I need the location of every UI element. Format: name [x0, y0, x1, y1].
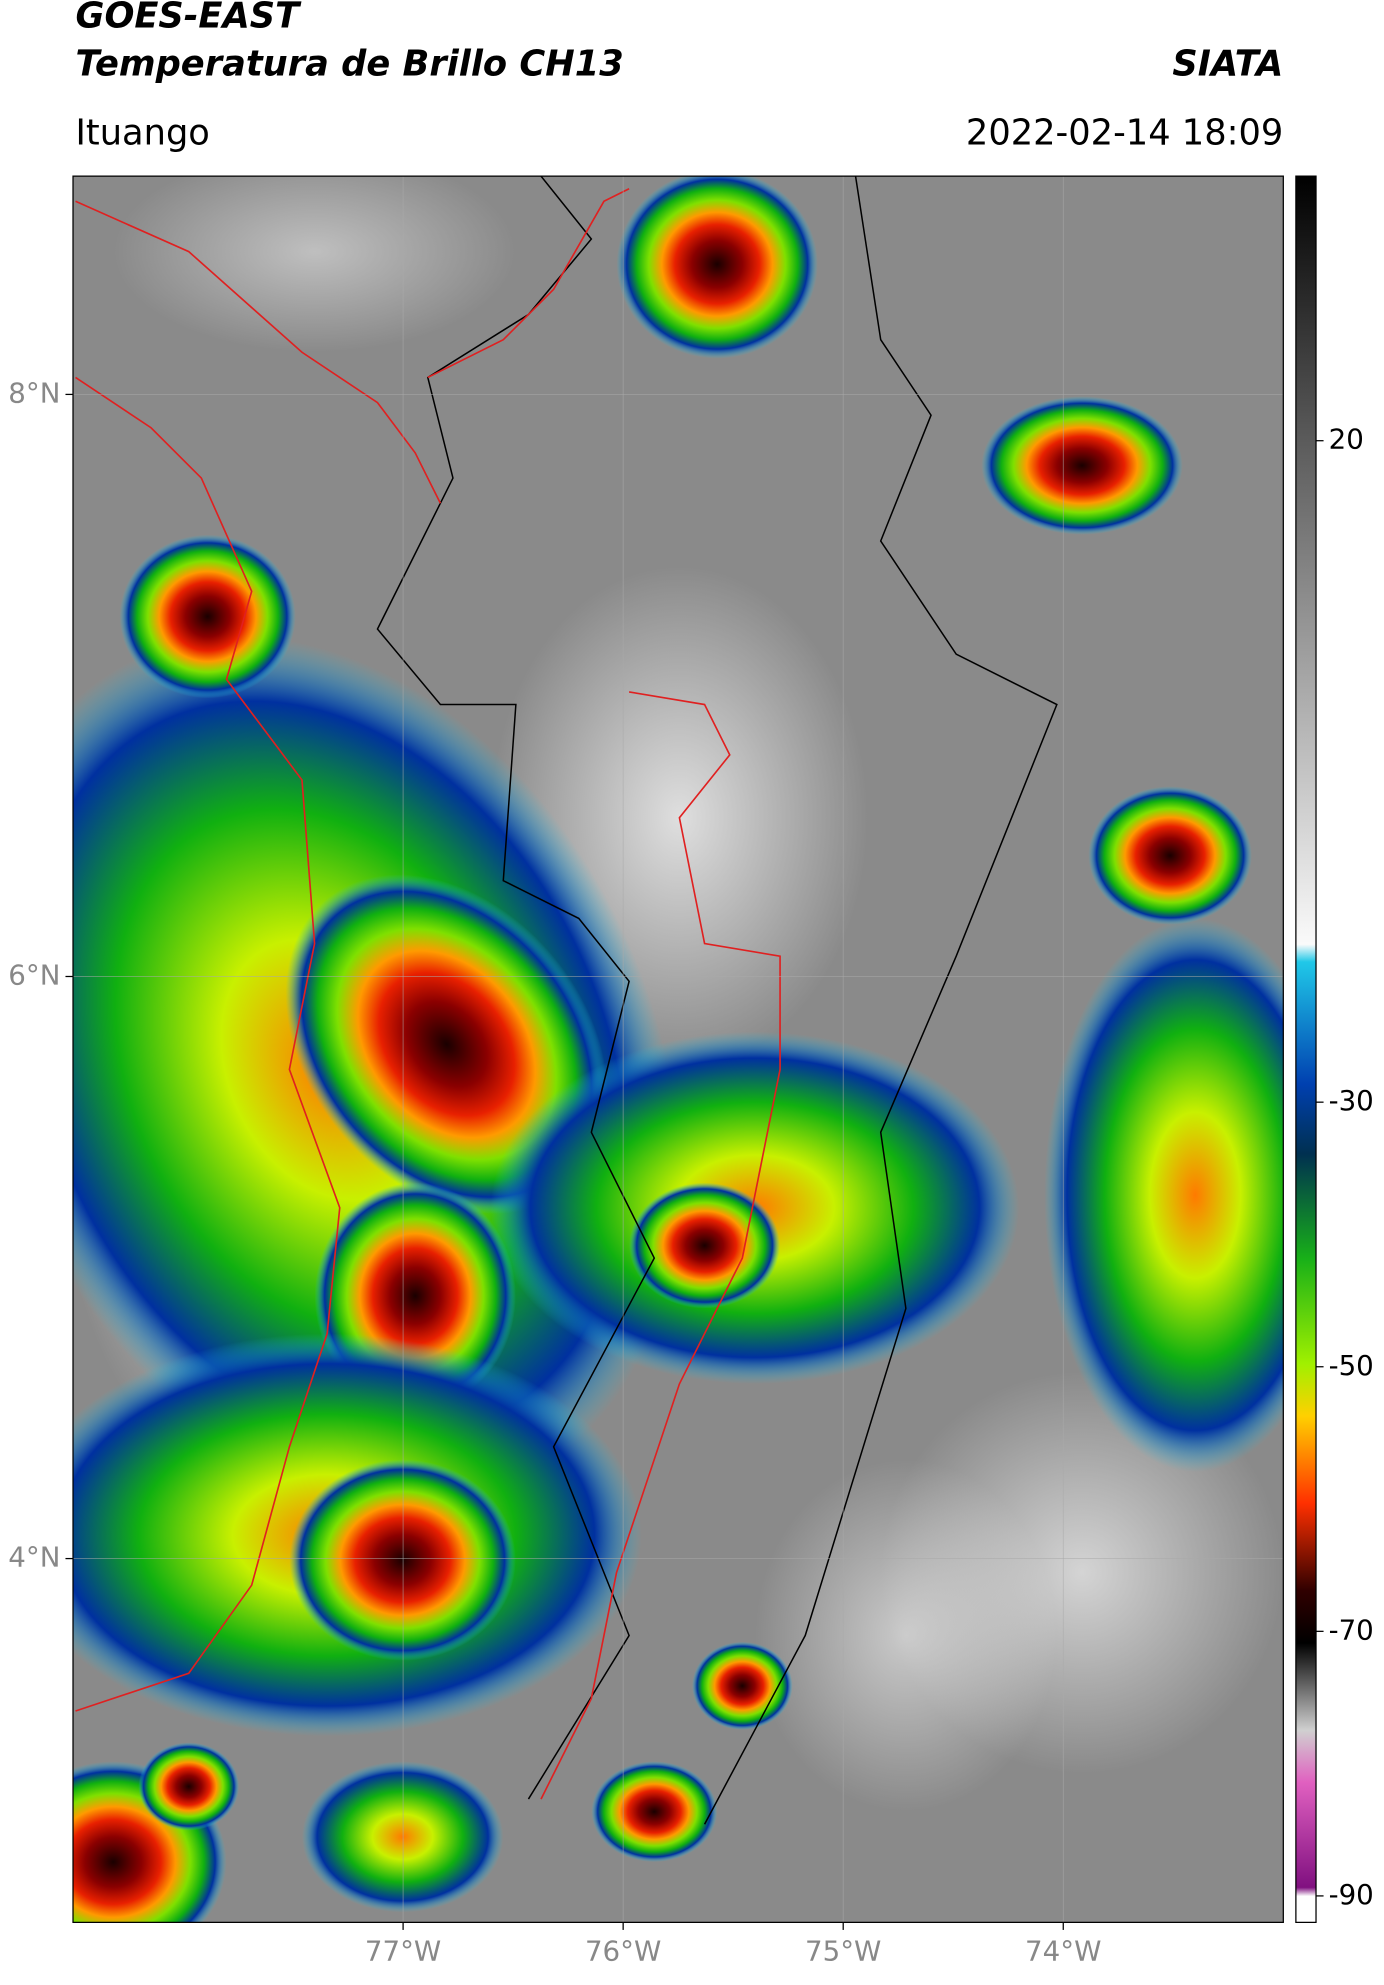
- x-tick-label: 74°W: [1025, 1935, 1101, 1968]
- x-tick-label: 75°W: [805, 1935, 881, 1968]
- y-tick-label: 6°N: [8, 958, 60, 991]
- satellite-image: [73, 176, 1284, 1923]
- colorbar-tick-label: -90: [1329, 1878, 1374, 1911]
- colorbar-tick-label: -50: [1329, 1349, 1374, 1382]
- map-frame: [72, 175, 1284, 1924]
- colorbar-tick-label: -30: [1329, 1084, 1374, 1117]
- x-tick-label: 76°W: [585, 1935, 661, 1968]
- subtitle: Temperatura de Brillo CH13: [76, 43, 624, 84]
- colorbar: [1295, 175, 1317, 1924]
- y-tick-label: 8°N: [8, 376, 60, 409]
- colorbar-tick-label: 20: [1329, 423, 1364, 456]
- colorbar-tick-label: -70: [1329, 1613, 1374, 1646]
- location: Ituango: [76, 113, 210, 154]
- source: SIATA: [1172, 43, 1283, 84]
- title: GOES-EAST: [76, 0, 303, 37]
- graticule: [73, 176, 1284, 1923]
- y-tick-label: 4°N: [8, 1541, 60, 1574]
- x-tick-label: 77°W: [365, 1935, 441, 1968]
- datetime: 2022-02-14 18:09: [966, 113, 1283, 154]
